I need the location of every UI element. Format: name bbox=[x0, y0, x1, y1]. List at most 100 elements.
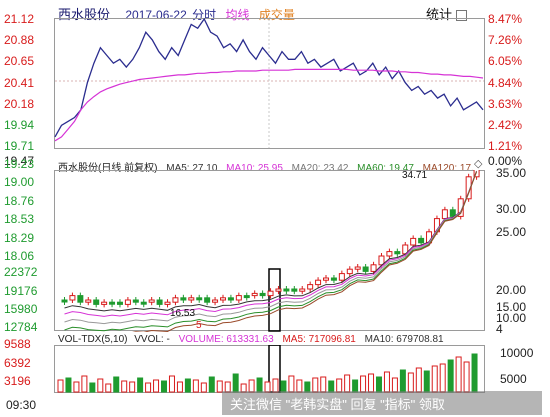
candle bbox=[449, 209, 456, 217]
volume-bar bbox=[97, 378, 104, 393]
candle bbox=[251, 292, 258, 297]
volume-bar bbox=[145, 382, 152, 393]
candle bbox=[77, 295, 84, 303]
candle bbox=[283, 288, 290, 292]
candle bbox=[164, 301, 171, 305]
candle bbox=[243, 295, 250, 299]
kline-tick: 18.53 bbox=[4, 212, 35, 226]
candle bbox=[109, 301, 116, 305]
intraday-chart[interactable] bbox=[54, 18, 486, 150]
vol-ma10: MA10: 679708.81 bbox=[364, 334, 444, 345]
vol-right-tick: 10000 bbox=[500, 346, 534, 360]
price-line bbox=[54, 18, 484, 138]
volume-bar bbox=[368, 373, 375, 393]
volume-bar bbox=[176, 381, 183, 393]
price-tick: 19.94 bbox=[4, 118, 35, 132]
volume-bar bbox=[161, 380, 168, 393]
ma10-label: MA10: 25.95 bbox=[226, 163, 283, 174]
kline-right-tick: 35.00 bbox=[496, 166, 527, 180]
high-price-label: 34.71 bbox=[402, 170, 428, 181]
candle bbox=[338, 273, 345, 281]
volume-value: VOLUME: 613331.63 bbox=[178, 334, 274, 345]
candle bbox=[307, 284, 314, 290]
intraday-frame bbox=[54, 18, 485, 149]
pct-tick: 4.84% bbox=[488, 76, 523, 90]
vol-right-tick: 5000 bbox=[500, 372, 527, 386]
vol-ma5: MA5: 717096.81 bbox=[282, 334, 356, 345]
volume-bar bbox=[89, 382, 96, 393]
pct-tick: 8.47% bbox=[488, 12, 523, 26]
candle bbox=[132, 299, 139, 303]
selection-box[interactable] bbox=[268, 268, 281, 332]
volume-bar bbox=[216, 380, 223, 393]
volume-header: VOL-TDX(5,10) VVOL: - VOLUME: 613331.63 … bbox=[58, 334, 444, 345]
kline-title: 西水股份(日线 前复权) bbox=[58, 163, 158, 174]
price-tick: 20.65 bbox=[4, 54, 35, 68]
volume-bar bbox=[137, 377, 144, 393]
candle bbox=[116, 301, 123, 305]
price-tick: 19.47 bbox=[4, 154, 35, 168]
ma-line bbox=[64, 170, 478, 312]
time-label: 09:30 bbox=[6, 398, 37, 412]
price-tick: 21.12 bbox=[4, 12, 35, 26]
candle bbox=[315, 279, 322, 286]
candle bbox=[370, 264, 377, 272]
candle bbox=[235, 295, 242, 301]
volume-bar bbox=[208, 376, 215, 393]
kline-tick: 18.06 bbox=[4, 249, 35, 263]
candle bbox=[330, 277, 337, 281]
kline-chart[interactable] bbox=[54, 170, 496, 332]
candle bbox=[394, 251, 401, 255]
volume-bar bbox=[439, 363, 446, 393]
volume-bar bbox=[73, 381, 80, 393]
kline-settings-icon[interactable]: ◇ bbox=[474, 158, 483, 170]
pct-tick: 0.00% bbox=[488, 154, 523, 168]
low-price-label: 16.53 bbox=[170, 308, 196, 319]
kline-right-tick: 30.00 bbox=[496, 202, 527, 216]
volume-bar bbox=[113, 376, 120, 393]
pct-tick: 7.26% bbox=[488, 33, 523, 47]
candle bbox=[323, 277, 330, 281]
vol-left-tick: 6392 bbox=[4, 356, 31, 370]
candle bbox=[386, 251, 393, 257]
pct-tick: 3.63% bbox=[488, 97, 523, 111]
candle bbox=[85, 299, 92, 303]
volume-bar bbox=[121, 380, 128, 393]
kline-right-tick: 10.00 bbox=[496, 311, 527, 325]
candle bbox=[156, 299, 163, 305]
price-tick: 19.71 bbox=[4, 139, 35, 153]
candle bbox=[61, 299, 68, 303]
pct-tick: 6.05% bbox=[488, 54, 523, 68]
candle bbox=[172, 297, 179, 303]
candle bbox=[299, 288, 306, 292]
ma-line bbox=[64, 170, 478, 317]
avg-line bbox=[54, 68, 484, 142]
ma-line bbox=[64, 171, 478, 325]
volume-bar bbox=[200, 382, 207, 393]
candle bbox=[465, 176, 472, 200]
candle bbox=[418, 237, 425, 244]
pct-tick: 2.42% bbox=[488, 118, 523, 132]
kline-tick: 19.23 bbox=[4, 157, 35, 171]
volume-bar bbox=[407, 372, 414, 393]
price-tick: 20.18 bbox=[4, 97, 35, 111]
kline-header: 西水股份(日线 前复权) MA5: 27.10 MA10: 25.95 MA20… bbox=[58, 159, 474, 174]
candle bbox=[267, 290, 274, 297]
vol-tick: 15980 bbox=[4, 302, 38, 316]
ma5-label: MA5: 27.10 bbox=[166, 163, 218, 174]
vvol-label: VVOL: - bbox=[134, 334, 170, 345]
volume-bar bbox=[447, 359, 454, 393]
ma-line bbox=[64, 171, 478, 332]
candle bbox=[101, 301, 108, 305]
kline-tick: 18.76 bbox=[4, 194, 35, 208]
event-marker: 5 bbox=[196, 320, 202, 331]
candle bbox=[188, 297, 195, 301]
vol-tick: 19176 bbox=[4, 284, 38, 298]
volume-bar bbox=[81, 375, 88, 393]
volume-bar bbox=[344, 374, 351, 393]
volume-bar bbox=[168, 375, 175, 393]
volume-chart[interactable] bbox=[54, 345, 486, 393]
candle bbox=[227, 297, 234, 301]
volume-bar bbox=[105, 383, 112, 393]
